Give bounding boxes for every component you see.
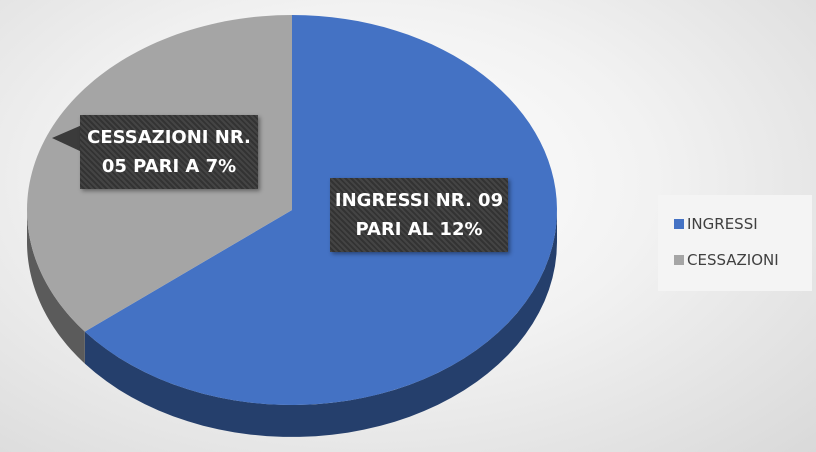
slice-side [27,210,85,364]
legend-item: INGRESSI [674,215,758,233]
data-label: INGRESSI NR. 09 PARI AL 12% [330,178,508,252]
slice-side [84,210,557,437]
data-label: CESSAZIONI NR. 05 PARI A 7% [80,115,258,189]
slice [84,15,557,405]
label-pointer [52,125,82,152]
legend-label: CESSAZIONI [687,251,779,269]
legend-swatch [674,255,684,265]
legend-item: CESSAZIONI [674,251,779,269]
legend-label: INGRESSI [687,215,758,233]
legend-swatch [674,219,684,229]
legend: INGRESSI CESSAZIONI [658,195,812,291]
